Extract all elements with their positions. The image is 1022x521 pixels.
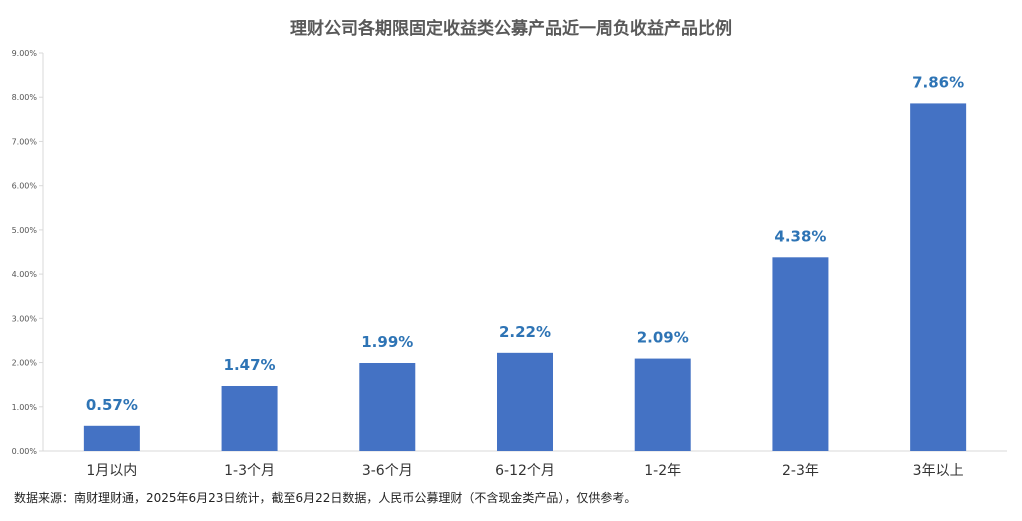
x-tick-label: 1-2年 <box>644 463 681 479</box>
y-tick-label: 1.00% <box>12 403 38 412</box>
data-label: 7.86% <box>912 73 964 91</box>
y-tick-label: 7.00% <box>12 137 38 146</box>
axes: 0.00% 1.00% 2.00% 3.00% 4.00% 5.00% 6.00% 7.00%… <box>12 49 1007 479</box>
y-tick-label: 4.00% <box>12 270 38 279</box>
bar <box>497 352 553 451</box>
y-tick-label: 3.00% <box>12 314 38 323</box>
source-note: 数据来源：南财理财通，2025年6月23日统计，截至6月22日数据，人民币公募理… <box>14 491 637 505</box>
bar <box>910 103 967 451</box>
y-tick-label: 8.00% <box>12 93 38 102</box>
x-tick-label: 1-3个月 <box>224 463 275 479</box>
x-tick-label: 3-6个月 <box>362 463 413 479</box>
chart-title: 理财公司各期限固定收益类公募产品近一周负收益产品比例 <box>290 19 732 39</box>
data-label: 2.09% <box>637 329 689 347</box>
x-tick-label: 2-3年 <box>782 463 819 479</box>
data-label: 1.99% <box>361 333 413 351</box>
bar <box>83 425 140 451</box>
y-tick-label: 6.00% <box>12 182 38 191</box>
bar <box>634 358 691 451</box>
x-tick-label: 3年以上 <box>913 463 964 479</box>
y-tick-label: 0.00% <box>12 447 38 456</box>
bar <box>221 385 278 451</box>
data-label: 1.47% <box>224 356 276 374</box>
y-tick-label: 2.00% <box>12 359 38 368</box>
data-label: 4.38% <box>774 227 826 245</box>
y-tick-label: 5.00% <box>12 226 38 235</box>
data-label: 2.22% <box>499 323 551 341</box>
data-label: 0.57% <box>86 396 138 414</box>
bar <box>359 362 416 451</box>
x-tick-label: 1月以内 <box>86 463 137 479</box>
y-tick-label: 9.00% <box>12 49 38 58</box>
bars <box>83 103 967 451</box>
bar <box>772 257 829 451</box>
x-tick-label: 6-12个月 <box>495 463 555 479</box>
data-labels: 0.57% 1.47% 1.99% 2.22% 2.09% 4.38% 7.86% <box>86 73 964 413</box>
